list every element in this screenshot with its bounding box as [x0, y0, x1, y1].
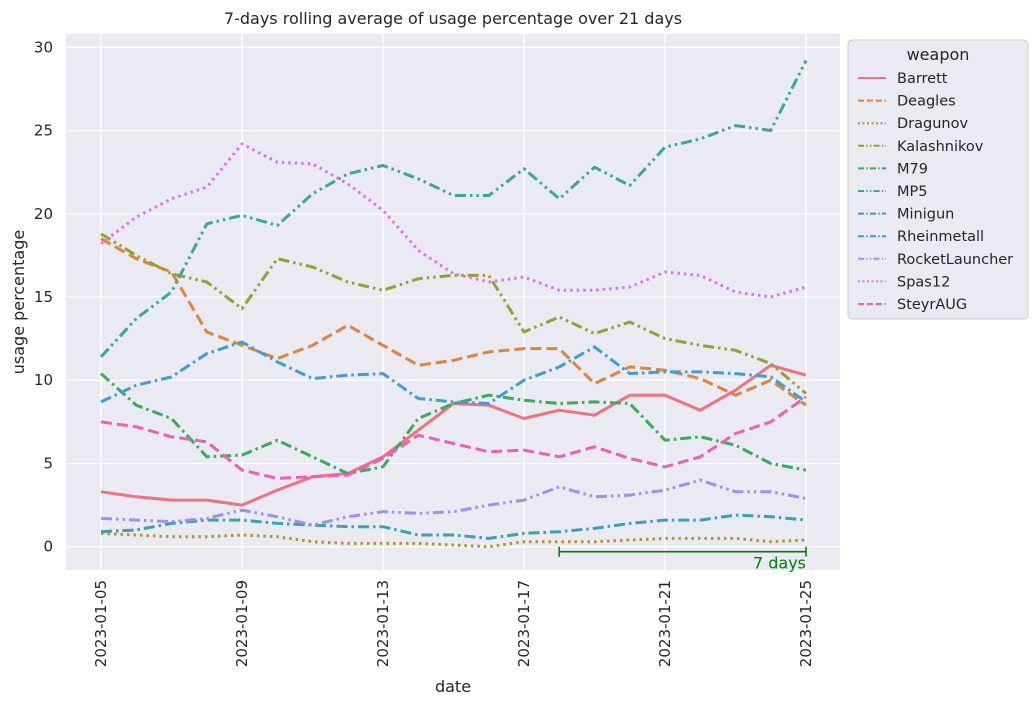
legend-label-kalashnikov: Kalashnikov	[897, 139, 984, 155]
y-tick-label: 30	[34, 38, 53, 56]
x-tick-label: 2023-01-05	[92, 580, 110, 667]
legend-label-mp5: MP5	[897, 184, 927, 200]
series-line-barrett	[100, 363, 807, 507]
y-tick-label: 25	[34, 122, 53, 140]
x-tick-label: 2023-01-17	[515, 580, 533, 667]
x-tick-label: 2023-01-25	[797, 580, 815, 667]
y-tick-label: 20	[34, 205, 53, 223]
series-line-deagles	[100, 237, 807, 407]
legend-label-deagles: Deagles	[897, 94, 956, 110]
y-tick-label: 0	[43, 538, 53, 556]
series-line-dragunov	[100, 531, 807, 549]
legend-label-rocketlauncher: RocketLauncher	[897, 252, 1013, 268]
y-tick-label: 15	[34, 288, 53, 306]
x-tick-labels: 2023-01-05 2023-01-09 2023-01-13 2023-01-17…	[92, 580, 815, 667]
legend-label-m79: M79	[897, 161, 928, 177]
legend-items: Barrett Deagles Dragunov Kalashnikov M79 MP5 M…	[858, 71, 1013, 313]
y-tick-label: 5	[43, 454, 53, 472]
legend-label-barrett: Barrett	[897, 71, 948, 87]
y-tick-label: 10	[34, 371, 53, 389]
legend-label-minigun: Minigun	[897, 207, 954, 223]
legend-label-dragunov: Dragunov	[897, 116, 968, 132]
plot-background	[66, 34, 840, 570]
legend-box	[847, 39, 1029, 320]
legend-label-rheinmetall: Rheinmetall	[897, 229, 984, 245]
series-layer	[99, 59, 808, 549]
y-tick-labels: 0 5 10 15 20 25 30	[34, 38, 53, 555]
legend: weapon Barrett Deagles Dragunov Kalashnikov…	[847, 39, 1029, 320]
legend-title: weapon	[907, 45, 970, 64]
x-tick-label: 2023-01-13	[374, 580, 392, 667]
series-line-steyraug	[100, 395, 807, 480]
series-line-rheinmetall	[100, 340, 807, 405]
x-tick-label: 2023-01-09	[233, 580, 251, 667]
series-line-rocketlauncher	[100, 478, 807, 527]
legend-label-steyraug: SteyrAUG	[897, 297, 967, 313]
annotation-label: 7 days	[753, 554, 806, 573]
grid-lines	[66, 34, 840, 570]
chart-title: 7-days rolling average of usage percenta…	[224, 9, 682, 28]
x-tick-label: 2023-01-21	[656, 580, 674, 667]
annotation-7-days: 7 days	[558, 546, 807, 573]
series-line-mp5	[99, 59, 808, 358]
series-line-m79	[99, 372, 807, 475]
x-axis-label: date	[435, 677, 471, 696]
y-axis-label: usage percentage	[9, 230, 28, 374]
series-line-minigun	[100, 513, 807, 540]
legend-label-spas12: Spas12	[897, 274, 950, 290]
